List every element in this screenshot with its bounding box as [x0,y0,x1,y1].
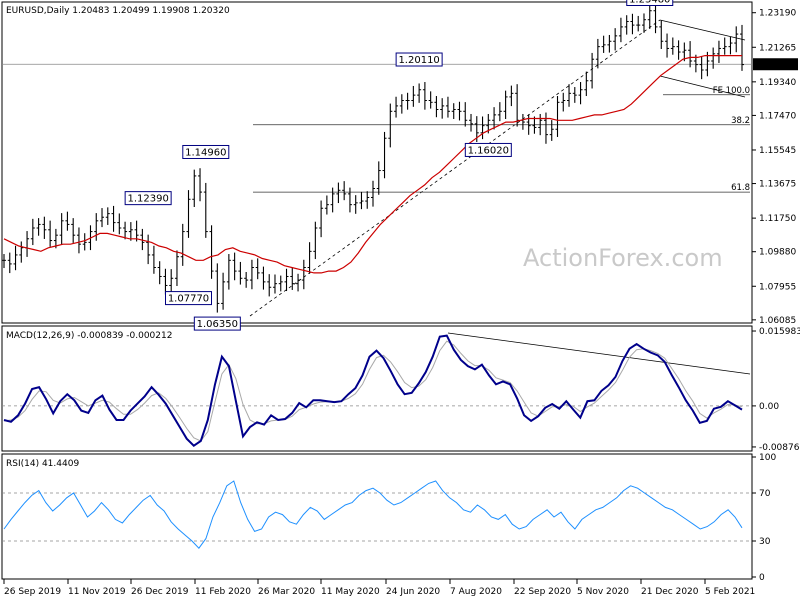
x-tick-label: 22 Sep 2020 [514,587,571,597]
macd-line [3,334,743,447]
pivot-label-box [165,291,212,306]
current-price-label: 1.20320 [756,61,793,71]
macd-y-tick-label: 0.015983 [759,327,800,337]
moving-average-line [3,54,742,274]
rsi-y-tick-label: 70 [759,489,771,499]
rsi-layer [2,480,752,549]
pivot-label: 1.14960 [185,147,226,158]
pivot-label: 1.20110 [398,55,439,66]
x-tick-label: 11 Feb 2020 [195,587,251,597]
x-tick-label: 26 Sep 2019 [4,587,61,597]
macd-y-tick-label: -0.008762 [759,443,800,453]
x-tick-label: 11 Nov 2019 [68,587,126,597]
price-y-tick-label: 1.06085 [759,316,796,326]
level-label: FE 100.0 [713,86,750,96]
pivot-label-box [193,316,241,331]
macd-header: MACD(12,26,9) -0.000839 -0.000212 [6,331,172,341]
price-y-tick-label: 1.13675 [759,180,796,190]
pivot-label: 1.23480 [629,0,670,6]
axis-layer: 1.23190 1.21265 1.19340 1.17470 1.15545 1.136… [3,9,800,597]
x-tick-label: 21 Dec 2020 [641,587,699,597]
macd-trendline [447,332,751,375]
x-tick-label: 11 May 2020 [321,587,380,597]
x-tick-label: 7 Aug 2020 [450,587,502,597]
x-tick-label: 24 Jun 2020 [386,587,440,597]
pivot-label: 1.12390 [127,194,168,205]
x-tick-label: 5 Nov 2020 [577,587,629,597]
pivot-label-box [464,142,512,157]
price-y-tick-label: 1.19340 [759,78,796,88]
rsi-y-tick-label: 0 [759,573,765,583]
price-y-tick-label: 1.09880 [759,248,796,258]
price-panel-frame [1,1,753,324]
rsi-y-tick-label: 100 [759,453,776,463]
pivot-label-box [182,144,230,159]
price-header: EURUSD,Daily 1.20483 1.20499 1.19908 1.2… [6,6,230,16]
level-label: 61.8 [731,183,750,193]
pivot-label-box [124,191,172,206]
pivot-label-box [395,52,443,67]
channel-lower-line [659,75,746,98]
watermark: ActionForex.com [523,244,723,272]
pivot-label: 1.16020 [468,145,509,156]
pivot-label: 1.07770 [168,294,209,305]
pivot-label-box [626,0,674,7]
price-y-tick-label: 1.11750 [759,214,796,224]
rsi-line [3,480,743,549]
level-label: 38.2 [731,116,750,126]
price-y-tick-label: 1.23190 [759,9,796,19]
rsi-header: RSI(14) 41.4409 [6,459,79,469]
macd-layer [2,334,752,447]
price-y-tick-label: 1.07955 [759,282,796,292]
rsi-panel-frame [1,453,753,580]
price-y-tick-label: 1.15545 [759,146,796,156]
pivot-label: 1.06350 [197,319,238,330]
rsi-y-tick-label: 30 [759,537,771,547]
current-price-tag [753,58,798,71]
x-tick-label: 26 Dec 2019 [131,587,189,597]
x-tick-label: 5 Feb 2021 [705,587,755,597]
x-tick-label: 26 Mar 2020 [258,587,315,597]
price-y-tick-label: 1.17470 [759,111,796,121]
channel-upper-line [659,19,746,41]
price-y-tick-label: 1.21265 [759,43,796,53]
macd-y-tick-label: 0.00 [759,402,779,412]
price-layer: 38.2 61.8 FE 100.0 1.12390 1.07770 1.14960 1.0… [2,0,752,331]
macd-panel-frame [1,325,753,452]
